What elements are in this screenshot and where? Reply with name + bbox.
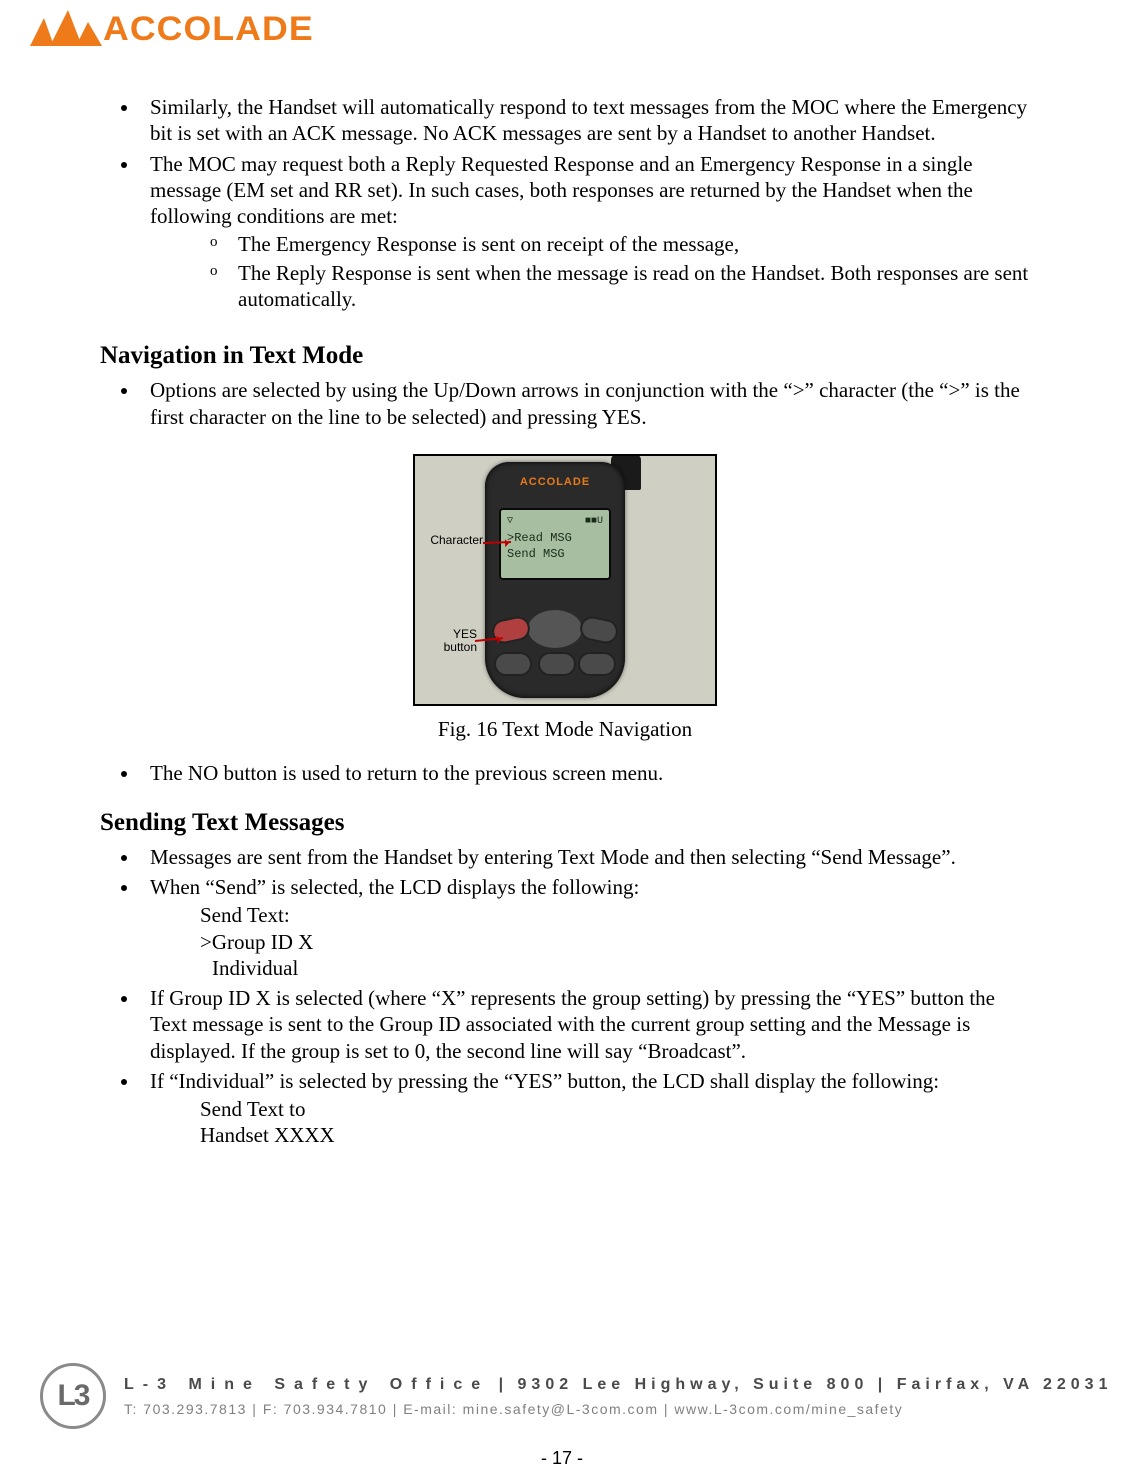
- logo-mark-icon: [30, 10, 102, 46]
- lcd-line: Send MSG: [507, 546, 603, 562]
- footer-city: Fairfax, VA 22031: [897, 1376, 1113, 1393]
- intro-bullets: Similarly, the Handset will automaticall…: [100, 94, 1030, 312]
- nav-bullets-2: The NO button is used to return to the p…: [100, 760, 1030, 786]
- lcd-block-line: Handset XXXX: [200, 1122, 1030, 1148]
- bullet-item: If Group ID X is selected (where “X” rep…: [140, 985, 1030, 1064]
- bullet-item: The MOC may request both a Reply Request…: [140, 151, 1030, 313]
- phone-lcd: ▽ ■■U >Read MSG Send MSG: [499, 508, 611, 580]
- key-icon: [578, 652, 616, 676]
- leader-line-icon: [483, 541, 511, 544]
- lcd-block-line: >Group ID X: [200, 929, 1030, 955]
- page-footer: L3 L-3 Mine Safety Office | 9302 Lee Hig…: [40, 1363, 1124, 1429]
- l3-badge-icon: L3: [40, 1363, 106, 1429]
- bullet-item: The NO button is used to return to the p…: [140, 760, 1030, 786]
- lcd-status-right: ■■U: [585, 514, 603, 530]
- lcd-text-block: Send Text: >Group ID X Individual: [200, 902, 1030, 981]
- lcd-status-left: ▽: [507, 514, 513, 530]
- bullet-item: Options are selected by using the Up/Dow…: [140, 377, 1030, 430]
- bullet-text: If “Individual” is selected by pressing …: [150, 1069, 939, 1093]
- annotation-yes-button: YES button: [421, 628, 477, 654]
- lcd-text-block: Send Text to Handset XXXX: [200, 1096, 1030, 1149]
- send-bullets: Messages are sent from the Handset by en…: [100, 844, 1030, 1149]
- document-body: Similarly, the Handset will automaticall…: [100, 94, 1030, 1149]
- lcd-status-row: ▽ ■■U: [507, 514, 603, 530]
- page-number: - 17 -: [0, 1448, 1124, 1469]
- lcd-block-line: Send Text:: [200, 902, 1030, 928]
- figure-16: ACCOLADE ▽ ■■U >Read MSG Send MSG: [100, 454, 1030, 743]
- sub-bullets: The Emergency Response is sent on receip…: [150, 231, 1030, 312]
- no-button-icon: [578, 614, 620, 645]
- lcd-line: >Read MSG: [507, 530, 603, 546]
- header-logo: ACCOLADE: [30, 10, 1084, 46]
- footer-company: L-3 Mine Safety Office: [124, 1376, 489, 1393]
- page: ACCOLADE Similarly, the Handset will aut…: [0, 0, 1124, 1483]
- annotation-character: Character: [421, 534, 483, 547]
- key-icon: [494, 652, 532, 676]
- lcd-block-line: Send Text to: [200, 1096, 1030, 1122]
- footer-line-2: T: 703.293.7813 | F: 703.934.7810 | E-ma…: [124, 1398, 1124, 1420]
- phone-body-icon: ACCOLADE ▽ ■■U >Read MSG Send MSG: [485, 462, 625, 698]
- bullet-text: The MOC may request both a Reply Request…: [150, 152, 973, 229]
- bullet-text: When “Send” is selected, the LCD display…: [150, 875, 639, 899]
- bullet-item: If “Individual” is selected by pressing …: [140, 1068, 1030, 1149]
- key-icon: [538, 652, 576, 676]
- footer-sep: |: [878, 1376, 897, 1393]
- footer-text: L-3 Mine Safety Office | 9302 Lee Highwa…: [124, 1372, 1124, 1420]
- phone-keypad-icon: [494, 610, 616, 690]
- section-heading-sending: Sending Text Messages: [100, 807, 1030, 838]
- nav-bullets: Options are selected by using the Up/Dow…: [100, 377, 1030, 430]
- bullet-item: Similarly, the Handset will automaticall…: [140, 94, 1030, 147]
- handset-illustration: ACCOLADE ▽ ■■U >Read MSG Send MSG: [413, 454, 717, 706]
- bullet-item: When “Send” is selected, the LCD display…: [140, 874, 1030, 981]
- lcd-block-line: Individual: [212, 955, 1030, 981]
- phone-brand-label: ACCOLADE: [520, 476, 590, 490]
- sub-bullet-item: The Reply Response is sent when the mess…: [210, 260, 1030, 313]
- logo-text: ACCOLADE: [103, 12, 314, 46]
- section-heading-navigation: Navigation in Text Mode: [100, 340, 1030, 371]
- footer-line-1: L-3 Mine Safety Office | 9302 Lee Highwa…: [124, 1372, 1124, 1398]
- nav-pad-icon: [528, 610, 582, 648]
- figure-caption: Fig. 16 Text Mode Navigation: [100, 716, 1030, 742]
- sub-bullet-item: The Emergency Response is sent on receip…: [210, 231, 1030, 257]
- footer-sep: |: [499, 1376, 518, 1393]
- footer-address: 9302 Lee Highway, Suite 800: [518, 1376, 869, 1393]
- bullet-item: Messages are sent from the Handset by en…: [140, 844, 1030, 870]
